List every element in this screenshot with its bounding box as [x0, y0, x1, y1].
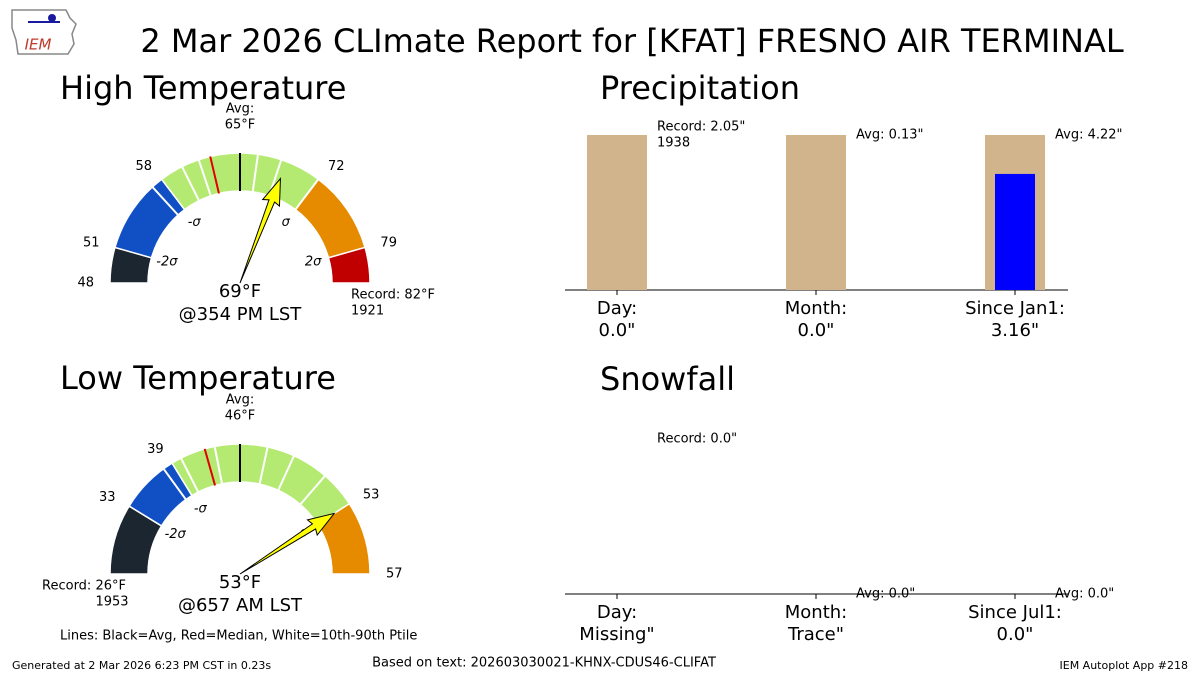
reference-label: Avg: 0.0" — [856, 587, 915, 602]
sigma-label: -2σ — [156, 255, 178, 270]
tick-label: 48 — [77, 276, 94, 291]
legend-note: Lines: Black=Avg, Red=Median, White=10th… — [60, 629, 417, 644]
footer-left: Generated at 2 Mar 2026 6:23 PM CST in 0… — [12, 659, 271, 672]
avg-label: Avg: — [226, 102, 254, 117]
tick-label: 39 — [147, 442, 164, 457]
percentile-line — [299, 475, 326, 506]
median-line — [209, 156, 220, 194]
logo: IEM — [11, 9, 77, 55]
tick-label: 72 — [328, 159, 345, 174]
avg-value-label: 46°F — [225, 409, 256, 424]
reference-label: Avg: 0.0" — [1055, 587, 1114, 602]
main-title: 2 Mar 2026 CLImate Report for [KFAT] FRE… — [140, 22, 1124, 60]
category-label: Month: — [785, 602, 847, 623]
observed-arrow — [239, 512, 336, 575]
category-label: Month: — [785, 298, 847, 319]
value-label: Trace" — [787, 624, 844, 645]
tick-label: 58 — [135, 159, 152, 174]
percentile-line — [251, 154, 259, 193]
reference-label: Record: 0.0" — [657, 432, 737, 447]
record-label: Record: 82°F — [351, 288, 435, 303]
logo-text: IEM — [25, 36, 52, 54]
gauge-band — [316, 502, 371, 575]
tick-label: 57 — [386, 567, 403, 582]
gauge-title: Low Temperature — [60, 359, 336, 397]
record-label: Record: 26°F — [42, 579, 126, 594]
percentile-line — [180, 457, 200, 493]
category-label: Since Jan1: — [965, 298, 1065, 319]
logo-dot — [48, 14, 56, 22]
sigma-label: -σ — [188, 215, 202, 230]
percentile-line — [162, 468, 187, 501]
gauge-band — [327, 246, 371, 284]
reference-label: Record: 2.05" — [657, 120, 745, 135]
sigma-label: σ — [282, 215, 291, 230]
percentile-line — [213, 446, 224, 484]
reference-label: Avg: 4.22" — [1055, 128, 1123, 143]
value-label: 0.0" — [599, 320, 636, 341]
observed-time: @354 PM LST — [179, 304, 303, 325]
observed-time: @657 AM LST — [178, 595, 303, 616]
tick-label: 53 — [363, 488, 380, 503]
bar-title: Snowfall — [600, 360, 735, 398]
value-label: 3.16" — [991, 320, 1039, 341]
sigma-label: 2σ — [305, 255, 322, 270]
value-label: 0.0" — [798, 320, 835, 341]
observed-label: 53°F — [219, 572, 261, 593]
avg-value-label: 65°F — [225, 118, 256, 133]
record-year: 1921 — [351, 304, 384, 319]
category-label: Day: — [597, 602, 637, 623]
median-line — [203, 448, 216, 486]
gauge-title: High Temperature — [60, 69, 346, 107]
footer-center: Based on text: 202603030021-KHNX-CDUS46-… — [372, 656, 716, 671]
avg-label: Avg: — [226, 393, 254, 408]
reference-bar — [587, 135, 647, 290]
tick-label: 79 — [380, 236, 397, 251]
observed-label: 69°F — [219, 281, 261, 302]
observed-arrow — [239, 177, 282, 284]
category-label: Since Jul1: — [968, 602, 1062, 623]
bar-title: Precipitation — [600, 69, 800, 107]
percentile-line — [294, 178, 320, 211]
percentile-line — [197, 159, 212, 197]
sigma-label: -2σ — [165, 527, 187, 542]
footer-right: IEM Autoplot App #218 — [1060, 659, 1189, 672]
percentile-line — [151, 186, 179, 216]
value-label: Missing" — [579, 624, 654, 645]
percentile-line — [277, 455, 295, 491]
reference-year: 1938 — [657, 136, 690, 151]
percentile-line — [258, 446, 269, 485]
record-year: 1953 — [95, 595, 128, 610]
value-label: 0.0" — [997, 624, 1034, 645]
observed-bar — [995, 173, 1035, 290]
percentile-line — [181, 166, 200, 202]
sigma-label: -σ — [194, 502, 208, 517]
tick-label: 51 — [83, 236, 100, 251]
tick-label: 33 — [99, 490, 116, 505]
reference-label: Avg: 0.13" — [856, 128, 924, 143]
category-label: Day: — [597, 298, 637, 319]
reference-bar — [786, 135, 846, 290]
